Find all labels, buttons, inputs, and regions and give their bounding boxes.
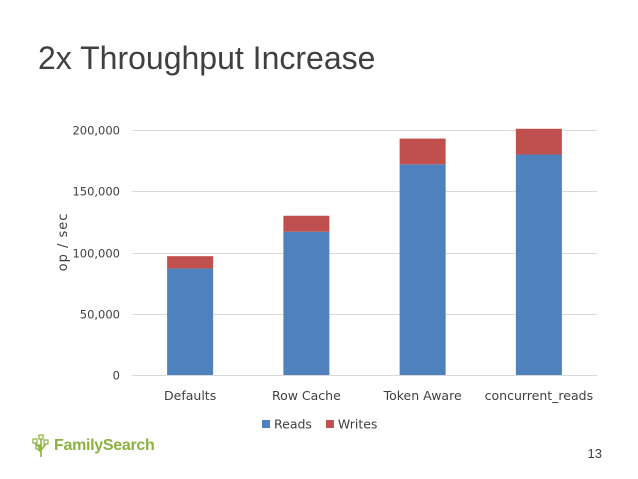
legend-swatch-reads bbox=[262, 420, 270, 428]
y-tick-label: 0 bbox=[113, 369, 120, 383]
y-tick-label: 50,000 bbox=[80, 308, 120, 322]
legend: Reads Writes bbox=[262, 417, 377, 432]
bar-reads-1 bbox=[167, 268, 214, 375]
y-tick-label: 150,000 bbox=[72, 185, 120, 199]
legend-label-reads: Reads bbox=[274, 417, 312, 432]
x-tick-label: Row Cache bbox=[272, 388, 341, 403]
bar-reads-2 bbox=[283, 231, 330, 375]
slide-title: 2x Throughput Increase bbox=[38, 40, 376, 76]
y-axis-ticks: 0 50,000 100,000 150,000 200,000 bbox=[72, 124, 120, 383]
familysearch-logo: FamilySearch bbox=[30, 433, 155, 459]
bar-reads-4 bbox=[515, 154, 562, 375]
y-tick-label: 100,000 bbox=[72, 247, 120, 261]
bars bbox=[167, 128, 562, 375]
x-tick-label: Token Aware bbox=[383, 388, 462, 403]
y-tick-label: 200,000 bbox=[72, 124, 120, 138]
x-axis-ticks: Defaults Row Cache Token Aware concurrent_r… bbox=[164, 388, 593, 403]
bar-writes-3 bbox=[399, 138, 446, 165]
page-number: 13 bbox=[587, 446, 602, 461]
y-axis-title: op / sec bbox=[56, 213, 71, 272]
legend-swatch-writes bbox=[325, 420, 334, 428]
x-tick-label: concurrent_reads bbox=[485, 388, 593, 403]
bar-writes-1 bbox=[167, 256, 214, 269]
bar-writes-4 bbox=[515, 128, 562, 155]
logo-wordmark: FamilySearch bbox=[54, 437, 155, 454]
family-tree-icon bbox=[30, 433, 52, 459]
x-tick-label: Defaults bbox=[164, 388, 216, 403]
bar-reads-3 bbox=[399, 164, 446, 375]
bar-writes-2 bbox=[283, 215, 330, 232]
legend-label-writes: Writes bbox=[338, 417, 378, 432]
